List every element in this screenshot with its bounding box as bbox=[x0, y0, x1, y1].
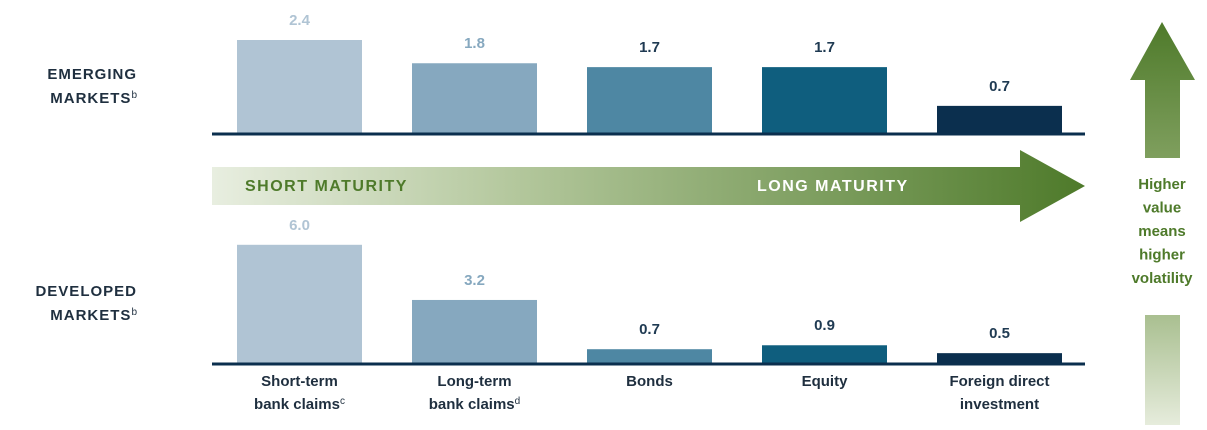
long-maturity-label: LONG MATURITY bbox=[757, 178, 909, 195]
bar bbox=[237, 244, 362, 363]
bar bbox=[762, 67, 887, 133]
category-label: bank claimsd bbox=[429, 396, 520, 413]
market-title: EMERGING bbox=[47, 66, 137, 83]
volatility-arrow bbox=[1130, 22, 1195, 158]
market-title-text: MARKETS bbox=[50, 307, 131, 324]
bar bbox=[587, 67, 712, 133]
bar bbox=[237, 40, 362, 133]
volatility-note: means bbox=[1138, 223, 1186, 240]
bar bbox=[412, 299, 537, 363]
volatility-note: value bbox=[1143, 199, 1181, 216]
category-label: Long-term bbox=[437, 373, 511, 390]
footnote-mark: b bbox=[131, 307, 137, 318]
category-text: bank claims bbox=[254, 396, 340, 413]
bar bbox=[937, 353, 1062, 363]
category-label: Bonds bbox=[626, 373, 673, 390]
maturity-arrow bbox=[212, 150, 1085, 222]
value-label: 0.7 bbox=[639, 321, 660, 338]
bar bbox=[762, 345, 887, 363]
category-label: Foreign direct bbox=[949, 373, 1049, 390]
volatility-note: Higher bbox=[1138, 176, 1186, 193]
category-label: bank claimsc bbox=[254, 396, 345, 413]
bar bbox=[412, 63, 537, 133]
value-label: 0.7 bbox=[989, 78, 1010, 95]
category-text: Short-term bbox=[261, 373, 338, 390]
value-label: 1.7 bbox=[814, 39, 835, 56]
bar bbox=[587, 349, 712, 363]
category-text: bank claims bbox=[429, 396, 515, 413]
market-title-text: DEVELOPED bbox=[35, 283, 137, 300]
category-label: investment bbox=[960, 396, 1039, 413]
market-title-text: EMERGING bbox=[47, 66, 137, 83]
volatility-note: higher bbox=[1139, 246, 1185, 263]
value-label: 1.8 bbox=[464, 35, 485, 52]
value-label: 6.0 bbox=[289, 217, 310, 234]
volatility-bar bbox=[1145, 315, 1180, 425]
category-text: investment bbox=[960, 396, 1039, 413]
category-text: Foreign direct bbox=[949, 373, 1049, 390]
category-text: Long-term bbox=[437, 373, 511, 390]
footnote-mark: d bbox=[515, 396, 521, 407]
volatility-note: volatility bbox=[1132, 270, 1194, 287]
market-title: DEVELOPED bbox=[35, 283, 137, 300]
value-label: 3.2 bbox=[464, 272, 485, 289]
footnote-mark: b bbox=[131, 90, 137, 101]
category-text: Bonds bbox=[626, 373, 673, 390]
market-title: MARKETSb bbox=[50, 307, 137, 324]
footnote-mark: c bbox=[340, 396, 345, 407]
bar bbox=[937, 105, 1062, 133]
category-label: Equity bbox=[802, 373, 848, 390]
value-label: 0.5 bbox=[989, 325, 1010, 342]
market-title: MARKETSb bbox=[50, 90, 137, 107]
category-text: Equity bbox=[802, 373, 848, 390]
short-maturity-label: SHORT MATURITY bbox=[245, 178, 408, 195]
market-title-text: MARKETS bbox=[50, 90, 131, 107]
category-label: Short-term bbox=[261, 373, 338, 390]
value-label: 0.9 bbox=[814, 317, 835, 334]
value-label: 1.7 bbox=[639, 39, 660, 56]
value-label: 2.4 bbox=[289, 12, 311, 29]
